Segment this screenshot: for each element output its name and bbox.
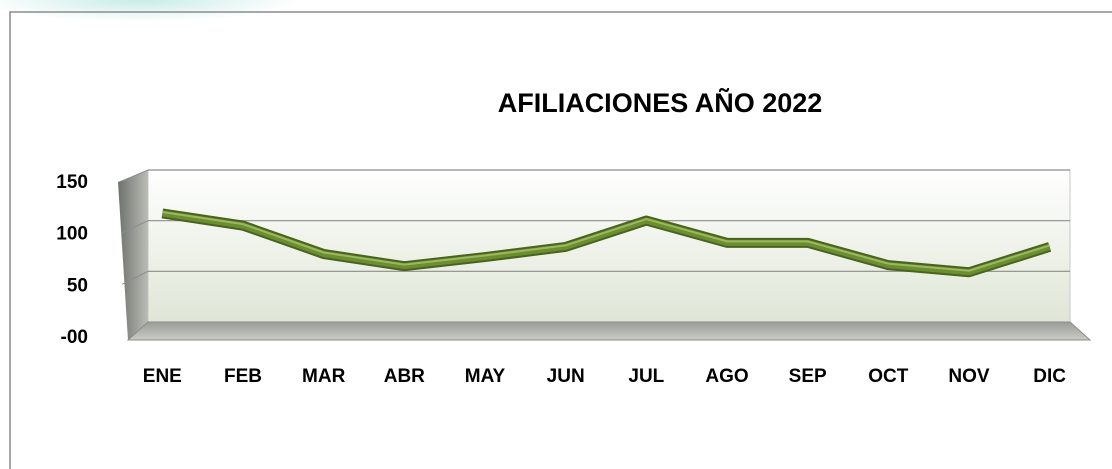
x-tick-label: OCT (868, 366, 909, 387)
line (161, 210, 1051, 276)
y-tick-label: 50 (67, 275, 88, 296)
x-tick-label: SEP (789, 366, 827, 387)
x-tick-label: DIC (1033, 366, 1066, 387)
chart-title: AFILIACIONES AÑO 2022 (498, 87, 823, 118)
decoration (0, 0, 300, 22)
floor (126, 321, 1092, 341)
x-tick-label: JUL (628, 366, 664, 387)
x-tick-label: AGO (705, 366, 748, 387)
y-tick-label: -00 (61, 327, 88, 348)
x-tick-label: NOV (948, 366, 990, 387)
grid-line (121, 169, 149, 182)
y-tick-label: 150 (56, 172, 88, 193)
grid-line (121, 220, 149, 234)
line-highlight (162, 210, 1050, 272)
side-wall (118, 170, 148, 340)
grid-line (121, 270, 149, 285)
x-tick-label: FEB (224, 366, 262, 387)
x-tick-label: MAR (302, 366, 346, 387)
x-tick-label: JUN (547, 366, 585, 387)
frame (9, 11, 1112, 469)
y-tick-label: 100 (56, 224, 88, 245)
x-tick-label: ABR (384, 366, 425, 387)
x-tick-label: ENE (143, 366, 182, 387)
x-tick-label: MAY (465, 366, 506, 387)
